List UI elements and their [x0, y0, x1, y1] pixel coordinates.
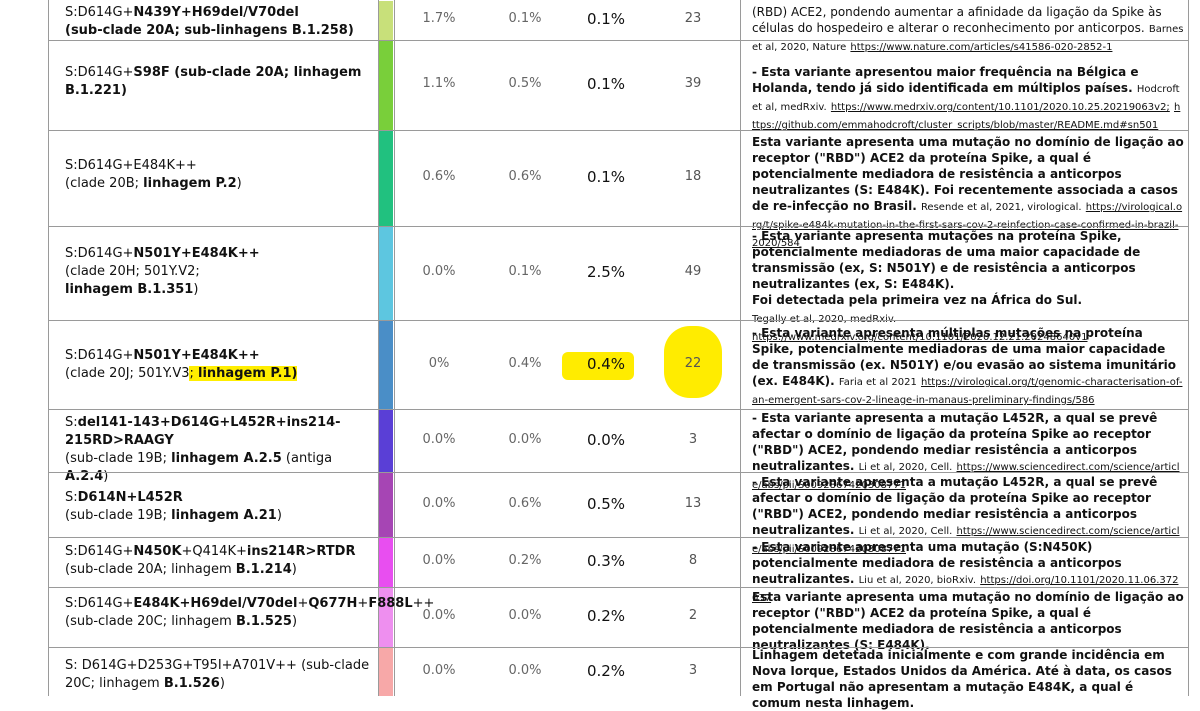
frequency-value: 0.0% — [508, 431, 542, 447]
frequency-value: 0.4% — [586, 354, 626, 373]
variant-name: S:del141-143+D614G+L452R+ins214-215RD>RA… — [65, 415, 341, 484]
variant-color-swatch — [379, 41, 393, 130]
variant-name: S:D614G+N439Y+H69del/V70del (sub-clade 20… — [65, 5, 354, 38]
variant-name: S:D614G+N501Y+E484K++ (clade 20H; 501Y.V2… — [65, 246, 260, 297]
variant-description: - Esta variante apresentou maior frequên… — [752, 65, 1181, 131]
frequency-value: 0.0% — [508, 662, 542, 678]
frequency-value: 2.5% — [586, 263, 626, 281]
variant-color-swatch — [379, 648, 393, 696]
frequency-value: 0.0% — [586, 430, 626, 449]
row-divider — [48, 40, 1188, 41]
variant-color-swatch — [379, 588, 393, 647]
frequency-value: 0.0% — [422, 608, 456, 623]
frequency-value: 0.1% — [508, 264, 542, 279]
variant-description: - Esta variante apresenta a mutação L452… — [752, 475, 1180, 555]
frequency-value: 0.4% — [508, 355, 542, 371]
grid-line — [740, 0, 741, 696]
highlight-mark — [664, 326, 722, 398]
variant-color-swatch — [379, 473, 393, 537]
frequency-value: 0.0% — [508, 608, 542, 623]
variant-color-swatch — [379, 1, 393, 40]
row-divider — [48, 320, 1188, 321]
variant-description: Esta variante apresenta uma mutação no d… — [752, 135, 1184, 249]
row-divider — [48, 587, 1188, 588]
sequence-count: 8 — [688, 553, 698, 568]
sequence-count: 49 — [684, 264, 702, 279]
variant-color-swatch — [379, 131, 393, 226]
frequency-value: 0.0% — [422, 431, 456, 447]
sequence-count: 23 — [684, 11, 702, 26]
sequence-count: 22 — [684, 355, 702, 371]
variant-description: (RBD) ACE2, pondendo aumentar a afinidad… — [752, 5, 1184, 53]
frequency-value: 0.0% — [422, 553, 456, 568]
variant-description: - Esta variante apresenta mutações na pr… — [752, 229, 1141, 343]
frequency-value: 0.0% — [422, 264, 456, 279]
variant-description: Esta variante apresenta uma mutação no d… — [752, 590, 1184, 652]
variant-name: S:D614G+E484K++ (clade 20B; linhagem P.2) — [65, 158, 242, 191]
frequency-value: 0.3% — [586, 552, 626, 570]
sequence-count: 3 — [688, 662, 698, 678]
row-divider — [48, 647, 1188, 648]
frequency-value: 0% — [428, 355, 450, 371]
frequency-value: 0.6% — [508, 495, 542, 511]
frequency-value: 0.6% — [422, 169, 456, 184]
row-divider — [48, 409, 1188, 410]
variant-description: - Esta variante apresenta a mutação L452… — [752, 411, 1180, 491]
frequency-value: 0.1% — [508, 11, 542, 26]
variant-name: S:D614G+E484K+H69del/V70del+Q677H+F888L+… — [65, 596, 435, 629]
frequency-value: 1.7% — [422, 11, 456, 26]
variant-description: - Esta variante apresenta uma mutação (S… — [752, 540, 1179, 604]
grid-line — [378, 0, 379, 696]
frequency-value: 0.1% — [586, 75, 626, 93]
frequency-value: 0.5% — [586, 494, 626, 513]
variant-description: - Esta variante apresenta múltiplas muta… — [752, 326, 1183, 406]
sequence-count: 2 — [688, 608, 698, 623]
sequence-count: 3 — [688, 431, 698, 447]
highlight-mark — [562, 352, 634, 380]
sequence-count: 39 — [684, 76, 702, 91]
variant-color-swatch — [379, 538, 393, 587]
row-divider — [48, 537, 1188, 538]
frequency-value: 0.2% — [508, 553, 542, 568]
frequency-value: 0.6% — [508, 169, 542, 184]
frequency-value: 0.1% — [586, 168, 626, 186]
frequency-value: 0.2% — [586, 661, 626, 680]
grid-line — [394, 0, 395, 696]
sequence-count: 18 — [684, 169, 702, 184]
variant-color-swatch — [379, 227, 393, 320]
variant-color-swatch — [379, 321, 393, 409]
variant-description: Linhagem detetada inicialmente e com gra… — [752, 648, 1172, 710]
frequency-value: 0.5% — [508, 76, 542, 91]
sequence-count: 13 — [684, 495, 702, 511]
variant-name: S: D614G+D253G+T95I+A701V++ (sub-clade 2… — [65, 658, 370, 691]
frequency-value: 1.1% — [422, 76, 456, 91]
grid-line — [48, 0, 49, 696]
frequency-value: 0.2% — [586, 607, 626, 625]
variant-name: S:D614G+S98F (sub-clade 20A; linhagem B.… — [65, 65, 362, 98]
variant-name: S:D614N+L452R (sub-clade 19B; linhagem A.… — [65, 490, 282, 523]
grid-line — [1188, 0, 1189, 696]
variant-name: S:D614G+N450K+Q414K+ins214R>RTDR (sub-cla… — [65, 544, 356, 577]
variant-name: S:D614G+N501Y+E484K++ (clade 20J; 501Y.V3… — [65, 348, 298, 381]
row-divider — [48, 130, 1188, 131]
frequency-value: 0.1% — [586, 10, 626, 28]
row-divider — [48, 472, 1188, 473]
frequency-value: 0.0% — [422, 662, 456, 678]
variant-color-swatch — [379, 410, 393, 472]
row-divider — [48, 226, 1188, 227]
frequency-value: 0.0% — [422, 495, 456, 511]
